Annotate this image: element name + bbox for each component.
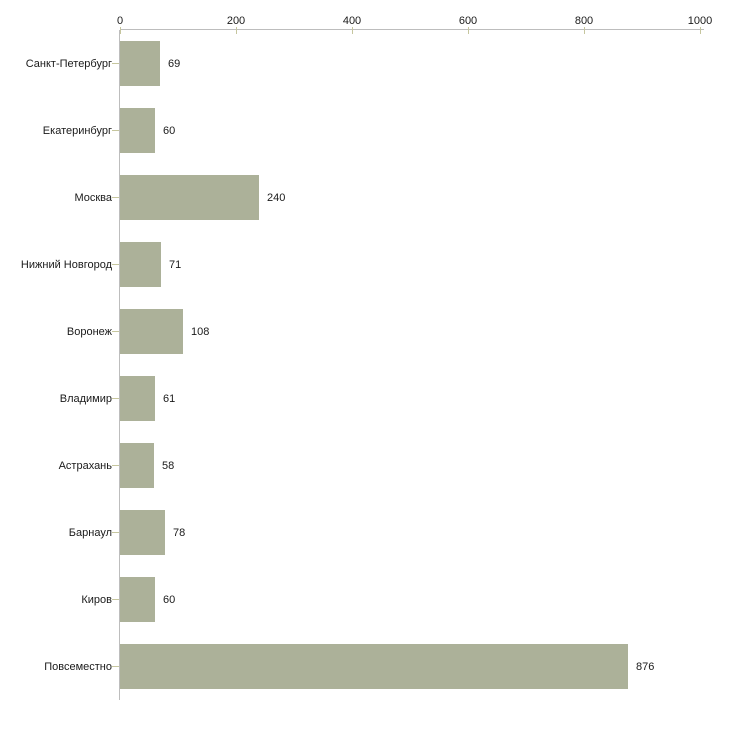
category-label: Нижний Новгород — [20, 258, 112, 271]
category-label: Воронеж — [66, 325, 112, 338]
bar-row: Владимир 61 — [0, 365, 730, 432]
bar-row: Киров 60 — [0, 566, 730, 633]
bar-track: 60 — [119, 566, 730, 633]
bar-value-label: 58 — [162, 459, 175, 472]
bar-track: 61 — [119, 365, 730, 432]
bar-value-label: 71 — [169, 258, 182, 271]
y-axis-tick — [112, 331, 119, 332]
y-axis-tick — [112, 599, 119, 600]
category-label: Владимир — [59, 392, 112, 405]
x-axis-tick — [120, 27, 121, 34]
y-axis-tick — [112, 465, 119, 466]
bar-track: 69 — [119, 30, 730, 97]
plot-area: Санкт-Петербург 69 Екатеринбург 60 Москва 240… — [0, 30, 730, 700]
bar-value-label: 60 — [163, 124, 176, 137]
bar — [120, 175, 259, 220]
bar-row: Санкт-Петербург 69 — [0, 30, 730, 97]
bar-row: Екатеринбург 60 — [0, 97, 730, 164]
bar-value-label: 240 — [267, 191, 286, 204]
x-axis-tick — [468, 27, 469, 34]
bar-value-label: 78 — [173, 526, 186, 539]
bar-row: Воронеж 108 — [0, 298, 730, 365]
bar — [120, 644, 628, 689]
y-axis-tick — [112, 264, 119, 265]
x-axis: 0 200 400 600 800 1000 — [116, 0, 712, 34]
bar-track: 58 — [119, 432, 730, 499]
bar-track: 60 — [119, 97, 730, 164]
bar-row: Астрахань 58 — [0, 432, 730, 499]
category-label: Киров — [81, 593, 112, 606]
x-axis-tick — [236, 27, 237, 34]
bar-value-label: 108 — [191, 325, 210, 338]
category-label: Астрахань — [58, 459, 112, 472]
bar-track: 78 — [119, 499, 730, 566]
bar — [120, 443, 154, 488]
x-axis-tick-label: 600 — [458, 15, 478, 27]
bar — [120, 41, 160, 86]
bar-track: 876 — [119, 633, 730, 700]
bar-track: 240 — [119, 164, 730, 231]
bar-value-label: 61 — [163, 392, 176, 405]
x-axis-tick — [584, 27, 585, 34]
y-axis-tick — [112, 130, 119, 131]
bar-row: Нижний Новгород 71 — [0, 231, 730, 298]
bar — [120, 577, 155, 622]
x-axis-tick-label: 1000 — [687, 15, 713, 27]
category-label: Москва — [74, 191, 112, 204]
bar — [120, 510, 165, 555]
bar-track: 71 — [119, 231, 730, 298]
x-axis-tick-label: 800 — [574, 15, 594, 27]
bar-value-label: 876 — [636, 660, 655, 673]
x-axis-tick-label: 400 — [342, 15, 362, 27]
y-axis-tick — [112, 63, 119, 64]
category-label: Барнаул — [68, 526, 112, 539]
bar-value-label: 69 — [168, 57, 181, 70]
bar-row: Барнаул 78 — [0, 499, 730, 566]
category-label: Санкт-Петербург — [25, 57, 112, 70]
x-axis-tick-label: 200 — [226, 15, 246, 27]
bar-value-label: 60 — [163, 593, 176, 606]
y-axis-tick — [112, 532, 119, 533]
y-axis-tick — [112, 666, 119, 667]
x-axis-tick — [700, 27, 701, 34]
category-label: Повсеместно — [44, 660, 112, 673]
bar — [120, 376, 155, 421]
x-axis-tick-label: 0 — [116, 15, 124, 27]
bar — [120, 309, 183, 354]
bar — [120, 108, 155, 153]
bar-row: Москва 240 — [0, 164, 730, 231]
x-axis-line — [120, 29, 704, 30]
bar-track: 108 — [119, 298, 730, 365]
y-axis-tick — [112, 197, 119, 198]
y-axis-tick — [112, 398, 119, 399]
bar-row: Повсеместно 876 — [0, 633, 730, 700]
x-axis-tick — [352, 27, 353, 34]
bar — [120, 242, 161, 287]
category-label: Екатеринбург — [42, 124, 112, 137]
